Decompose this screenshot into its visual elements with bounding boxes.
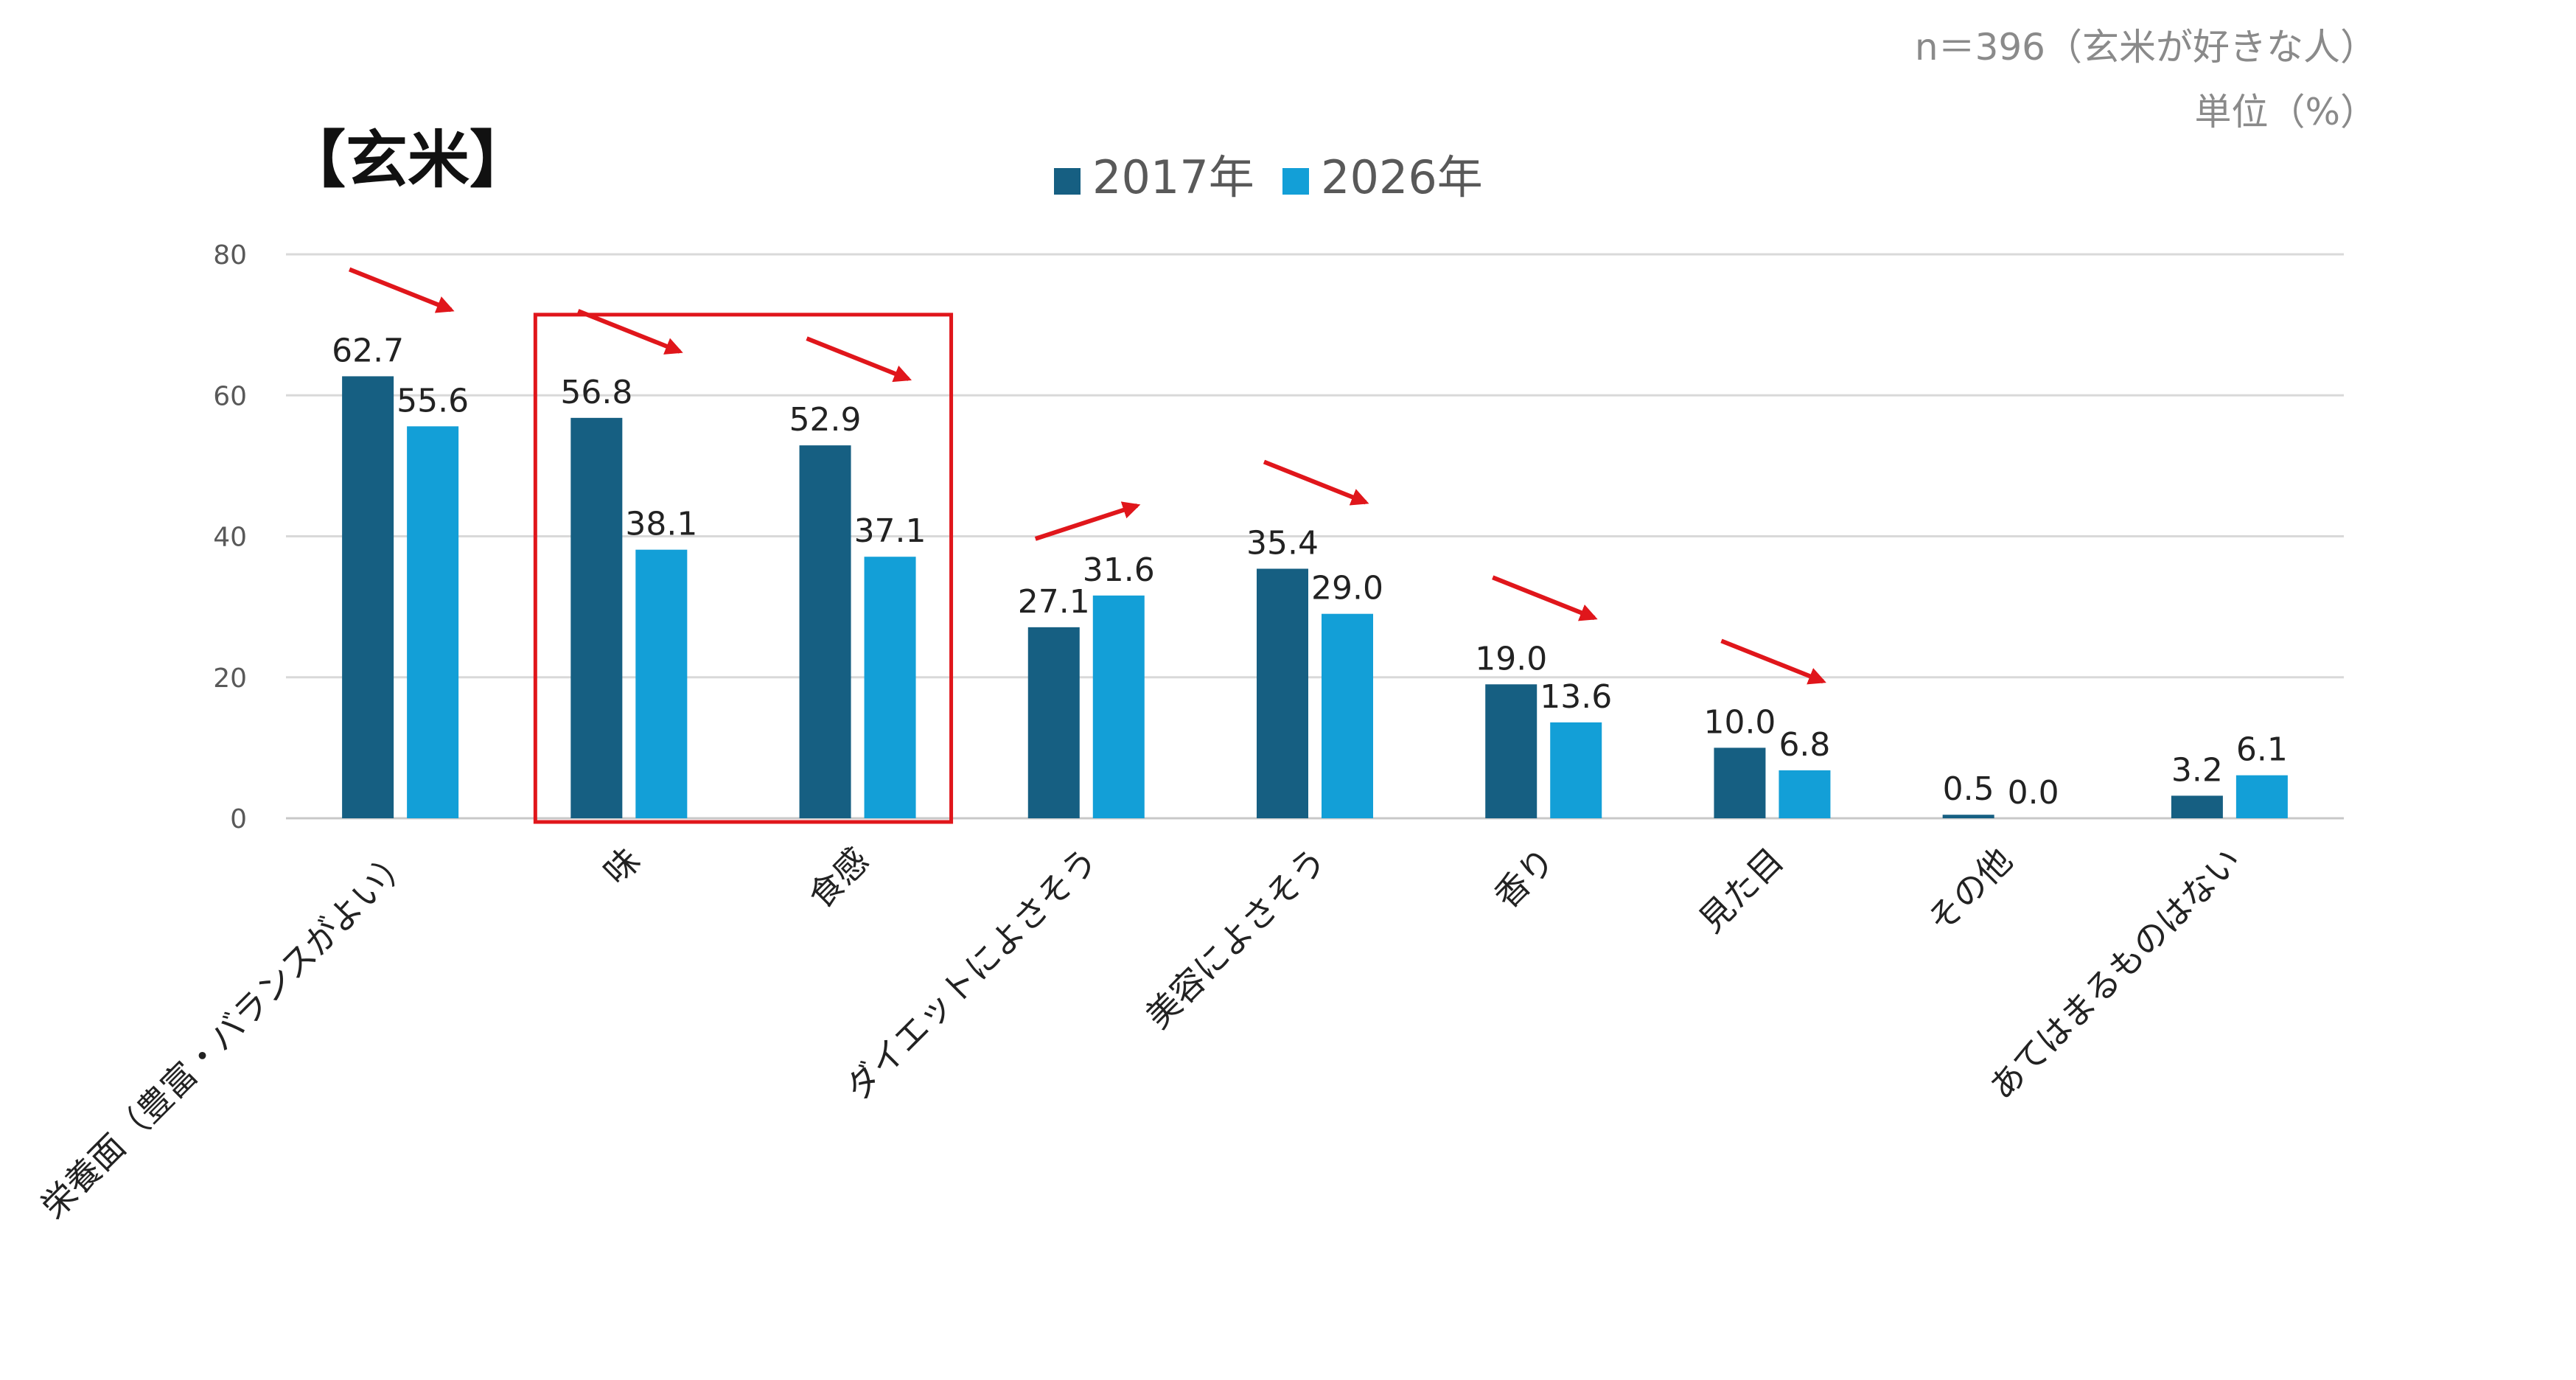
bar [1027,627,1080,818]
highlight-rect [533,313,954,824]
chart-title: 【玄米】 [284,124,532,196]
legend-swatch [1282,168,1309,195]
bar [799,445,851,818]
legend-label: 2026年 [1321,150,1483,204]
x-tick-label: あてはまるものはない [1982,840,2249,1107]
trend-arrow [349,267,455,313]
trend-arrow [1492,575,1598,621]
x-tick-label: ダイエットによさそう [837,840,1105,1108]
bar [570,417,623,818]
bar [864,557,916,818]
value-label: 0.5 [1943,770,1994,808]
trend-arrows [349,267,1826,685]
value-label: 13.6 [1540,678,1612,716]
unit-note: 単位（%） [2194,91,2377,133]
value-label: 19.0 [1475,640,1547,677]
value-label: 6.8 [1779,726,1830,764]
bar [407,426,459,818]
value-label: 35.4 [1246,524,1319,562]
bar [2235,775,2288,818]
bar [1485,684,1537,818]
x-tick-label: 見た目 [1691,840,1791,941]
legend: 2017年 2026年 [1054,150,1483,204]
x-tick-label: 食感 [800,840,876,916]
trend-arrow [577,309,683,355]
bar [1942,815,1994,818]
value-label: 27.1 [1018,583,1090,621]
value-label: 55.6 [397,382,469,419]
x-tick-label: 栄養面（豊富・バランスがよい） [33,840,419,1227]
value-label: 31.6 [1083,551,1155,589]
trend-arrow [1263,459,1369,506]
value-label: 56.8 [560,374,632,411]
x-tick-label: 香り [1487,840,1563,916]
value-label: 10.0 [1703,703,1776,741]
value-label: 29.0 [1311,570,1383,607]
bars [342,376,2288,818]
y-tick-label: 80 [213,240,247,271]
bar [1779,770,1831,818]
bar [1257,568,1308,818]
bar [342,376,394,818]
value-label: 52.9 [789,401,862,439]
y-tick-label: 60 [213,381,247,411]
trend-arrow [806,336,912,383]
value-label: 37.1 [854,512,926,550]
y-tick-label: 40 [213,523,247,553]
bar [1550,722,1602,818]
bar [635,549,688,818]
value-labels: 62.7 55.6 56.8 38.1 52.9 37.1 27.131.6 35.4 29.0… [332,332,2288,812]
y-axis: 0 20 40 60 80 [213,240,247,834]
bar [1322,613,1373,818]
x-tick-label: その他 [1920,840,2020,941]
bar [1092,595,1145,818]
y-tick-label: 0 [230,804,247,834]
legend-label: 2017年 [1092,150,1254,204]
highlight-box [533,313,954,824]
trend-arrow [1034,501,1141,541]
x-tick-label: 美容によさそう [1138,840,1334,1036]
trend-arrow [1720,638,1826,685]
value-label: 6.1 [2236,731,2288,769]
gridlines [286,253,2344,820]
sample-note: n＝396（玄米が好きな人） 単位（%） [1915,15,2377,144]
bar [2171,795,2223,818]
x-tick-label: 味 [596,840,648,893]
legend-swatch [1054,168,1081,195]
sample-size-note: n＝396（玄米が好きな人） [1914,26,2377,69]
value-label: 3.2 [2171,751,2223,789]
bar [1714,748,1766,818]
value-label: 62.7 [332,332,404,369]
value-label: 38.1 [625,506,697,543]
y-tick-label: 20 [213,663,247,694]
value-label: 0.0 [2008,774,2059,812]
